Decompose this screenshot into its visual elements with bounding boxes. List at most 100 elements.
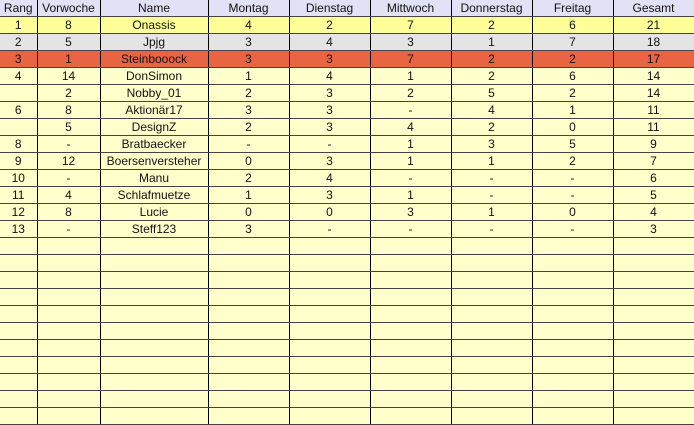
empty-cell-gesamt[interactable] <box>613 373 694 391</box>
cell-name[interactable]: DesignZ <box>100 118 209 136</box>
empty-cell-dienstag[interactable] <box>289 407 371 425</box>
cell-gesamt[interactable]: 21 <box>613 16 694 34</box>
cell-gesamt[interactable]: 11 <box>613 118 694 136</box>
empty-cell-gesamt[interactable] <box>613 305 694 323</box>
cell-donnerstag[interactable]: 5 <box>451 84 533 102</box>
empty-cell-dienstag[interactable] <box>289 390 371 408</box>
cell-mittwoch[interactable]: 3 <box>370 203 452 221</box>
empty-cell-montag[interactable] <box>208 407 290 425</box>
empty-cell-donnerstag[interactable] <box>451 322 533 340</box>
cell-name[interactable]: Nobby_01 <box>100 84 209 102</box>
cell-freitag[interactable]: 2 <box>532 152 614 170</box>
empty-cell-vorwoche[interactable] <box>37 390 101 408</box>
cell-name[interactable]: Lucie <box>100 203 209 221</box>
cell-montag[interactable]: 3 <box>208 101 290 119</box>
empty-cell-dienstag[interactable] <box>289 373 371 391</box>
empty-cell-donnerstag[interactable] <box>451 254 533 272</box>
cell-dienstag[interactable]: 4 <box>289 33 371 51</box>
empty-cell-vorwoche[interactable] <box>37 305 101 323</box>
cell-freitag[interactable]: - <box>532 186 614 204</box>
empty-cell-rang[interactable] <box>0 373 38 391</box>
cell-vorwoche[interactable]: - <box>37 169 101 187</box>
cell-dienstag[interactable]: - <box>289 135 371 153</box>
cell-gesamt[interactable]: 17 <box>613 50 694 68</box>
empty-cell-dienstag[interactable] <box>289 356 371 374</box>
empty-cell-donnerstag[interactable] <box>451 305 533 323</box>
cell-montag[interactable]: - <box>208 135 290 153</box>
cell-gesamt[interactable]: 14 <box>613 84 694 102</box>
empty-cell-montag[interactable] <box>208 271 290 289</box>
cell-freitag[interactable]: 2 <box>532 84 614 102</box>
empty-cell-freitag[interactable] <box>532 271 614 289</box>
empty-cell-freitag[interactable] <box>532 305 614 323</box>
empty-cell-vorwoche[interactable] <box>37 322 101 340</box>
empty-cell-mittwoch[interactable] <box>370 390 452 408</box>
empty-cell-mittwoch[interactable] <box>370 237 452 255</box>
cell-freitag[interactable]: 6 <box>532 67 614 85</box>
cell-rang[interactable]: 1 <box>0 16 38 34</box>
cell-dienstag[interactable]: 3 <box>289 84 371 102</box>
empty-cell-montag[interactable] <box>208 339 290 357</box>
empty-cell-freitag[interactable] <box>532 288 614 306</box>
cell-mittwoch[interactable]: 4 <box>370 118 452 136</box>
empty-cell-donnerstag[interactable] <box>451 288 533 306</box>
empty-cell-dienstag[interactable] <box>289 288 371 306</box>
column-header-rang[interactable]: Rang <box>0 0 38 17</box>
empty-cell-freitag[interactable] <box>532 356 614 374</box>
empty-cell-gesamt[interactable] <box>613 237 694 255</box>
empty-cell-name[interactable] <box>100 322 209 340</box>
empty-cell-mittwoch[interactable] <box>370 288 452 306</box>
empty-cell-freitag[interactable] <box>532 373 614 391</box>
cell-gesamt[interactable]: 4 <box>613 203 694 221</box>
column-header-gesamt[interactable]: Gesamt <box>613 0 694 17</box>
empty-cell-rang[interactable] <box>0 407 38 425</box>
cell-vorwoche[interactable]: 8 <box>37 101 101 119</box>
empty-cell-vorwoche[interactable] <box>37 271 101 289</box>
empty-cell-montag[interactable] <box>208 322 290 340</box>
cell-donnerstag[interactable]: 1 <box>451 152 533 170</box>
empty-cell-donnerstag[interactable] <box>451 271 533 289</box>
column-header-mittwoch[interactable]: Mittwoch <box>370 0 452 17</box>
empty-cell-name[interactable] <box>100 390 209 408</box>
cell-gesamt[interactable]: 6 <box>613 169 694 187</box>
cell-donnerstag[interactable]: 2 <box>451 118 533 136</box>
cell-montag[interactable]: 3 <box>208 33 290 51</box>
cell-donnerstag[interactable]: - <box>451 186 533 204</box>
cell-gesamt[interactable]: 14 <box>613 67 694 85</box>
empty-cell-montag[interactable] <box>208 373 290 391</box>
cell-name[interactable]: Bratbaecker <box>100 135 209 153</box>
cell-mittwoch[interactable]: 3 <box>370 33 452 51</box>
cell-name[interactable]: Aktionär17 <box>100 101 209 119</box>
empty-cell-montag[interactable] <box>208 356 290 374</box>
empty-cell-vorwoche[interactable] <box>37 288 101 306</box>
empty-cell-name[interactable] <box>100 373 209 391</box>
cell-freitag[interactable]: 2 <box>532 50 614 68</box>
cell-rang[interactable] <box>0 118 38 136</box>
cell-dienstag[interactable]: - <box>289 220 371 238</box>
cell-montag[interactable]: 2 <box>208 84 290 102</box>
cell-vorwoche[interactable]: - <box>37 135 101 153</box>
cell-dienstag[interactable]: 3 <box>289 186 371 204</box>
empty-cell-montag[interactable] <box>208 288 290 306</box>
cell-montag[interactable]: 1 <box>208 186 290 204</box>
cell-donnerstag[interactable]: 2 <box>451 67 533 85</box>
empty-cell-dienstag[interactable] <box>289 339 371 357</box>
empty-cell-vorwoche[interactable] <box>37 356 101 374</box>
empty-cell-mittwoch[interactable] <box>370 373 452 391</box>
cell-name[interactable]: Onassis <box>100 16 209 34</box>
column-header-dienstag[interactable]: Dienstag <box>289 0 371 17</box>
cell-montag[interactable]: 0 <box>208 152 290 170</box>
cell-vorwoche[interactable]: 12 <box>37 152 101 170</box>
cell-montag[interactable]: 0 <box>208 203 290 221</box>
empty-cell-dienstag[interactable] <box>289 322 371 340</box>
cell-donnerstag[interactable]: 2 <box>451 50 533 68</box>
cell-montag[interactable]: 4 <box>208 16 290 34</box>
empty-cell-montag[interactable] <box>208 237 290 255</box>
cell-rang[interactable]: 8 <box>0 135 38 153</box>
empty-cell-montag[interactable] <box>208 305 290 323</box>
cell-name[interactable]: DonSimon <box>100 67 209 85</box>
empty-cell-gesamt[interactable] <box>613 254 694 272</box>
cell-mittwoch[interactable]: 1 <box>370 135 452 153</box>
cell-dienstag[interactable]: 3 <box>289 101 371 119</box>
cell-rang[interactable]: 13 <box>0 220 38 238</box>
